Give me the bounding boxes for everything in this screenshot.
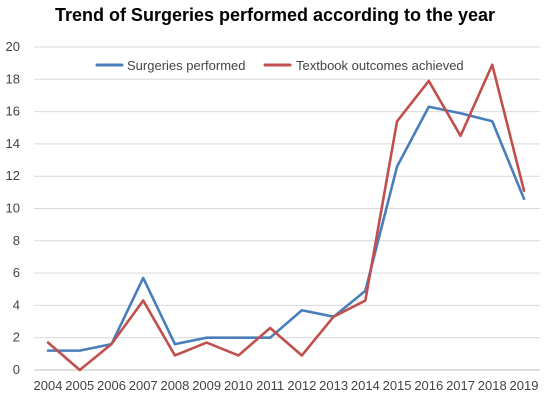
x-tick-label: 2017 (446, 378, 475, 393)
x-tick-label: 2014 (351, 378, 380, 393)
x-tick-label: 2005 (65, 378, 94, 393)
series-line-surgeries-performed (46, 105, 526, 352)
y-tick-label: 12 (6, 168, 20, 183)
y-tick-label: 8 (13, 233, 20, 248)
x-tick-label: 2019 (510, 378, 539, 393)
y-tick-label: 6 (13, 265, 20, 280)
x-tick-label: 2006 (97, 378, 126, 393)
x-tick-label: 2016 (414, 378, 443, 393)
y-tick-label: 10 (6, 201, 20, 216)
x-tick-label: 2007 (129, 378, 158, 393)
y-tick-label: 18 (6, 71, 20, 86)
x-axis-ticks: 2004 2005 2006 2007 2008 2009 2010 2011 2012 2013… (34, 378, 539, 393)
y-tick-label: 4 (13, 297, 20, 312)
x-tick-label: 2011 (256, 378, 284, 393)
legend-label-surgeries-performed: Surgeries performed (127, 58, 246, 73)
x-tick-label: 2018 (478, 378, 507, 393)
y-tick-label: 2 (13, 330, 20, 345)
grid-layer (34, 46, 540, 371)
x-tick-label: 2008 (160, 378, 189, 393)
series-layer (46, 63, 526, 372)
legend: Surgeries performed Textbook outcomes ac… (95, 58, 464, 73)
y-tick-label: 20 (6, 39, 20, 54)
x-tick-label: 2013 (319, 378, 348, 393)
x-tick-label: 2012 (287, 378, 316, 393)
y-axis-ticks: 0 2 4 6 8 10 12 14 16 18 20 (6, 39, 20, 377)
legend-label-textbook-outcomes-achieved: Textbook outcomes achieved (296, 58, 464, 73)
x-tick-label: 2004 (34, 378, 63, 393)
y-tick-label: 16 (6, 104, 20, 119)
x-tick-label: 2015 (383, 378, 412, 393)
y-tick-label: 14 (6, 136, 20, 151)
x-tick-label: 2010 (224, 378, 253, 393)
y-tick-label: 0 (13, 362, 20, 377)
x-tick-label: 2009 (192, 378, 221, 393)
series-line-textbook-outcomes-achieved (46, 63, 526, 372)
chart-title: Trend of Surgeries performed according t… (55, 5, 495, 25)
